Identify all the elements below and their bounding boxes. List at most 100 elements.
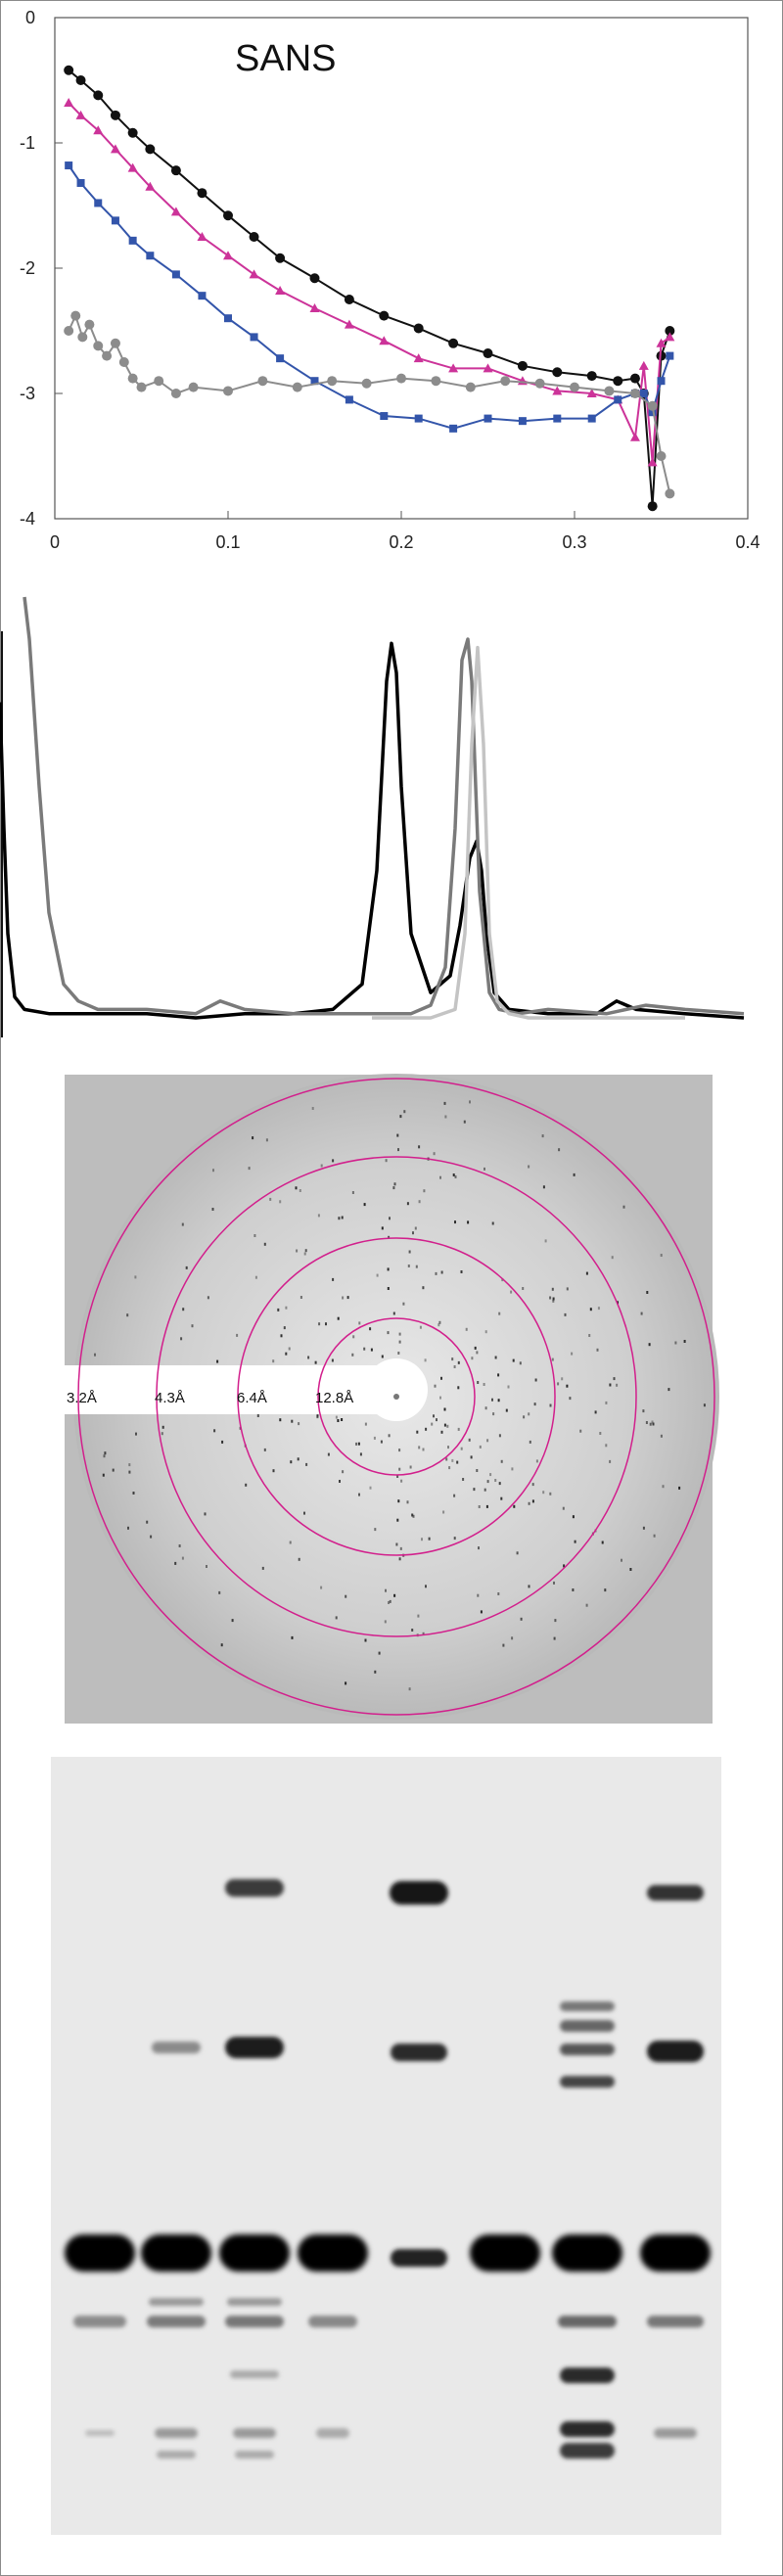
sans-point <box>127 162 138 172</box>
sans-point <box>570 382 579 392</box>
diffraction-spot <box>378 1651 381 1655</box>
diffraction-spot <box>320 1164 323 1168</box>
gel-band <box>647 1885 704 1901</box>
diffraction-spot <box>392 1311 395 1315</box>
diffraction-spot <box>261 1566 264 1570</box>
diffraction-spot <box>585 1271 588 1275</box>
sans-point <box>93 341 104 351</box>
diffraction-spot <box>299 1296 302 1299</box>
gel-background <box>51 1757 721 2535</box>
diffraction-spot <box>549 1296 552 1300</box>
diffraction-spot <box>331 1358 334 1362</box>
diffraction-spot <box>396 1518 399 1522</box>
diffraction-spot <box>551 1357 554 1361</box>
diffraction-spot <box>528 1585 530 1588</box>
sans-point <box>483 363 493 373</box>
gel-band <box>298 2234 368 2272</box>
chromatogram-series-group <box>0 596 745 1020</box>
diffraction-spot <box>254 1275 257 1279</box>
gel-band <box>640 2234 711 2272</box>
diffraction-spot <box>397 1499 400 1503</box>
diffraction-spot <box>596 1348 599 1352</box>
diffraction-spot <box>399 1546 402 1550</box>
diffraction-spot <box>500 1459 503 1463</box>
gel-band <box>225 2037 284 2058</box>
diffraction-spot <box>498 1311 501 1315</box>
diffraction-spot <box>345 1681 347 1685</box>
diffraction-spot <box>132 1492 135 1495</box>
sans-point <box>665 488 675 499</box>
diffraction-spot <box>161 1432 163 1436</box>
diffraction-spot <box>468 1438 471 1442</box>
diffraction-spot <box>465 1327 468 1331</box>
diffraction-spot <box>388 1235 391 1239</box>
sans-point <box>84 319 95 330</box>
diffraction-spot <box>516 1551 519 1555</box>
diffraction-spot <box>467 1220 470 1224</box>
diffraction-spot <box>566 1287 569 1291</box>
diffraction-spot <box>519 1361 522 1365</box>
gel-band <box>391 2044 447 2061</box>
diffraction-spot <box>297 1457 299 1461</box>
diffraction-spot <box>299 1189 301 1192</box>
sans-point <box>118 357 129 367</box>
diffraction-spot <box>419 1325 422 1329</box>
sans-point <box>379 310 390 321</box>
diffraction-spot <box>406 1202 409 1206</box>
diffraction-spot <box>489 1473 492 1477</box>
diffraction-spot <box>332 1159 335 1163</box>
resolution-ring <box>317 1317 476 1476</box>
sans-point <box>64 98 74 108</box>
diffraction-spot <box>288 1347 291 1351</box>
diffraction-spot <box>342 1296 345 1300</box>
diffraction-spot <box>646 1291 649 1294</box>
diffraction-spot <box>542 1491 545 1495</box>
sans-x-tick-label: 0.2 <box>389 532 413 552</box>
diffraction-spot <box>553 1581 555 1585</box>
gel-band <box>225 2316 284 2327</box>
diffraction-spot <box>439 1175 441 1179</box>
sans-point <box>309 302 320 312</box>
sans-point <box>656 338 667 347</box>
diffraction-spot <box>253 1234 256 1237</box>
gel-band <box>560 2421 615 2437</box>
sans-x-tick-label: 0.3 <box>562 532 586 552</box>
sans-point <box>76 178 85 187</box>
diffraction-spot <box>563 1564 566 1568</box>
diffraction-spot <box>597 1307 600 1311</box>
diffraction-spot <box>483 1383 485 1386</box>
sans-x-tick-label: 0 <box>50 532 60 552</box>
diffraction-spot <box>440 1376 442 1380</box>
diffraction-spot <box>311 1107 314 1110</box>
diffraction-spot <box>497 1373 500 1377</box>
diffraction-spot <box>564 1312 567 1316</box>
diffraction-spot <box>480 1610 483 1614</box>
diffraction-spot <box>549 1403 552 1407</box>
diffraction-spot <box>529 1440 531 1444</box>
sans-point <box>657 377 666 386</box>
diffraction-spot <box>339 1480 341 1483</box>
sans-point <box>413 323 424 334</box>
diffraction-spot <box>409 1465 412 1469</box>
diffraction-spot <box>146 1520 149 1524</box>
sans-point <box>484 414 492 423</box>
sans-series-line <box>68 69 671 507</box>
diffraction-spot <box>645 1421 648 1424</box>
resolution-ring <box>156 1156 637 1637</box>
diffraction-spot <box>398 1467 401 1471</box>
diffraction-spot <box>454 1175 457 1178</box>
diffraction-spot <box>135 1432 137 1436</box>
sans-y-tick-label: 0 <box>25 8 35 27</box>
diffraction-spot <box>220 1643 223 1647</box>
sans-chart: 0 0.1 0.2 0.3 0.4 0 -1 -2 -3 -4 SANS <box>20 8 760 552</box>
resolution-ring-label: 6.4Å <box>237 1390 267 1406</box>
diffraction-spot <box>478 1546 480 1550</box>
diffraction-spot <box>453 1494 456 1497</box>
diffraction-spot <box>574 1540 576 1543</box>
diffraction-spot <box>605 1401 608 1404</box>
diffraction-spot <box>498 1434 501 1438</box>
diffraction-spot <box>528 1412 530 1416</box>
diffraction-spot <box>552 1299 555 1303</box>
sans-point <box>414 414 423 423</box>
diffraction-spot <box>558 1148 561 1152</box>
